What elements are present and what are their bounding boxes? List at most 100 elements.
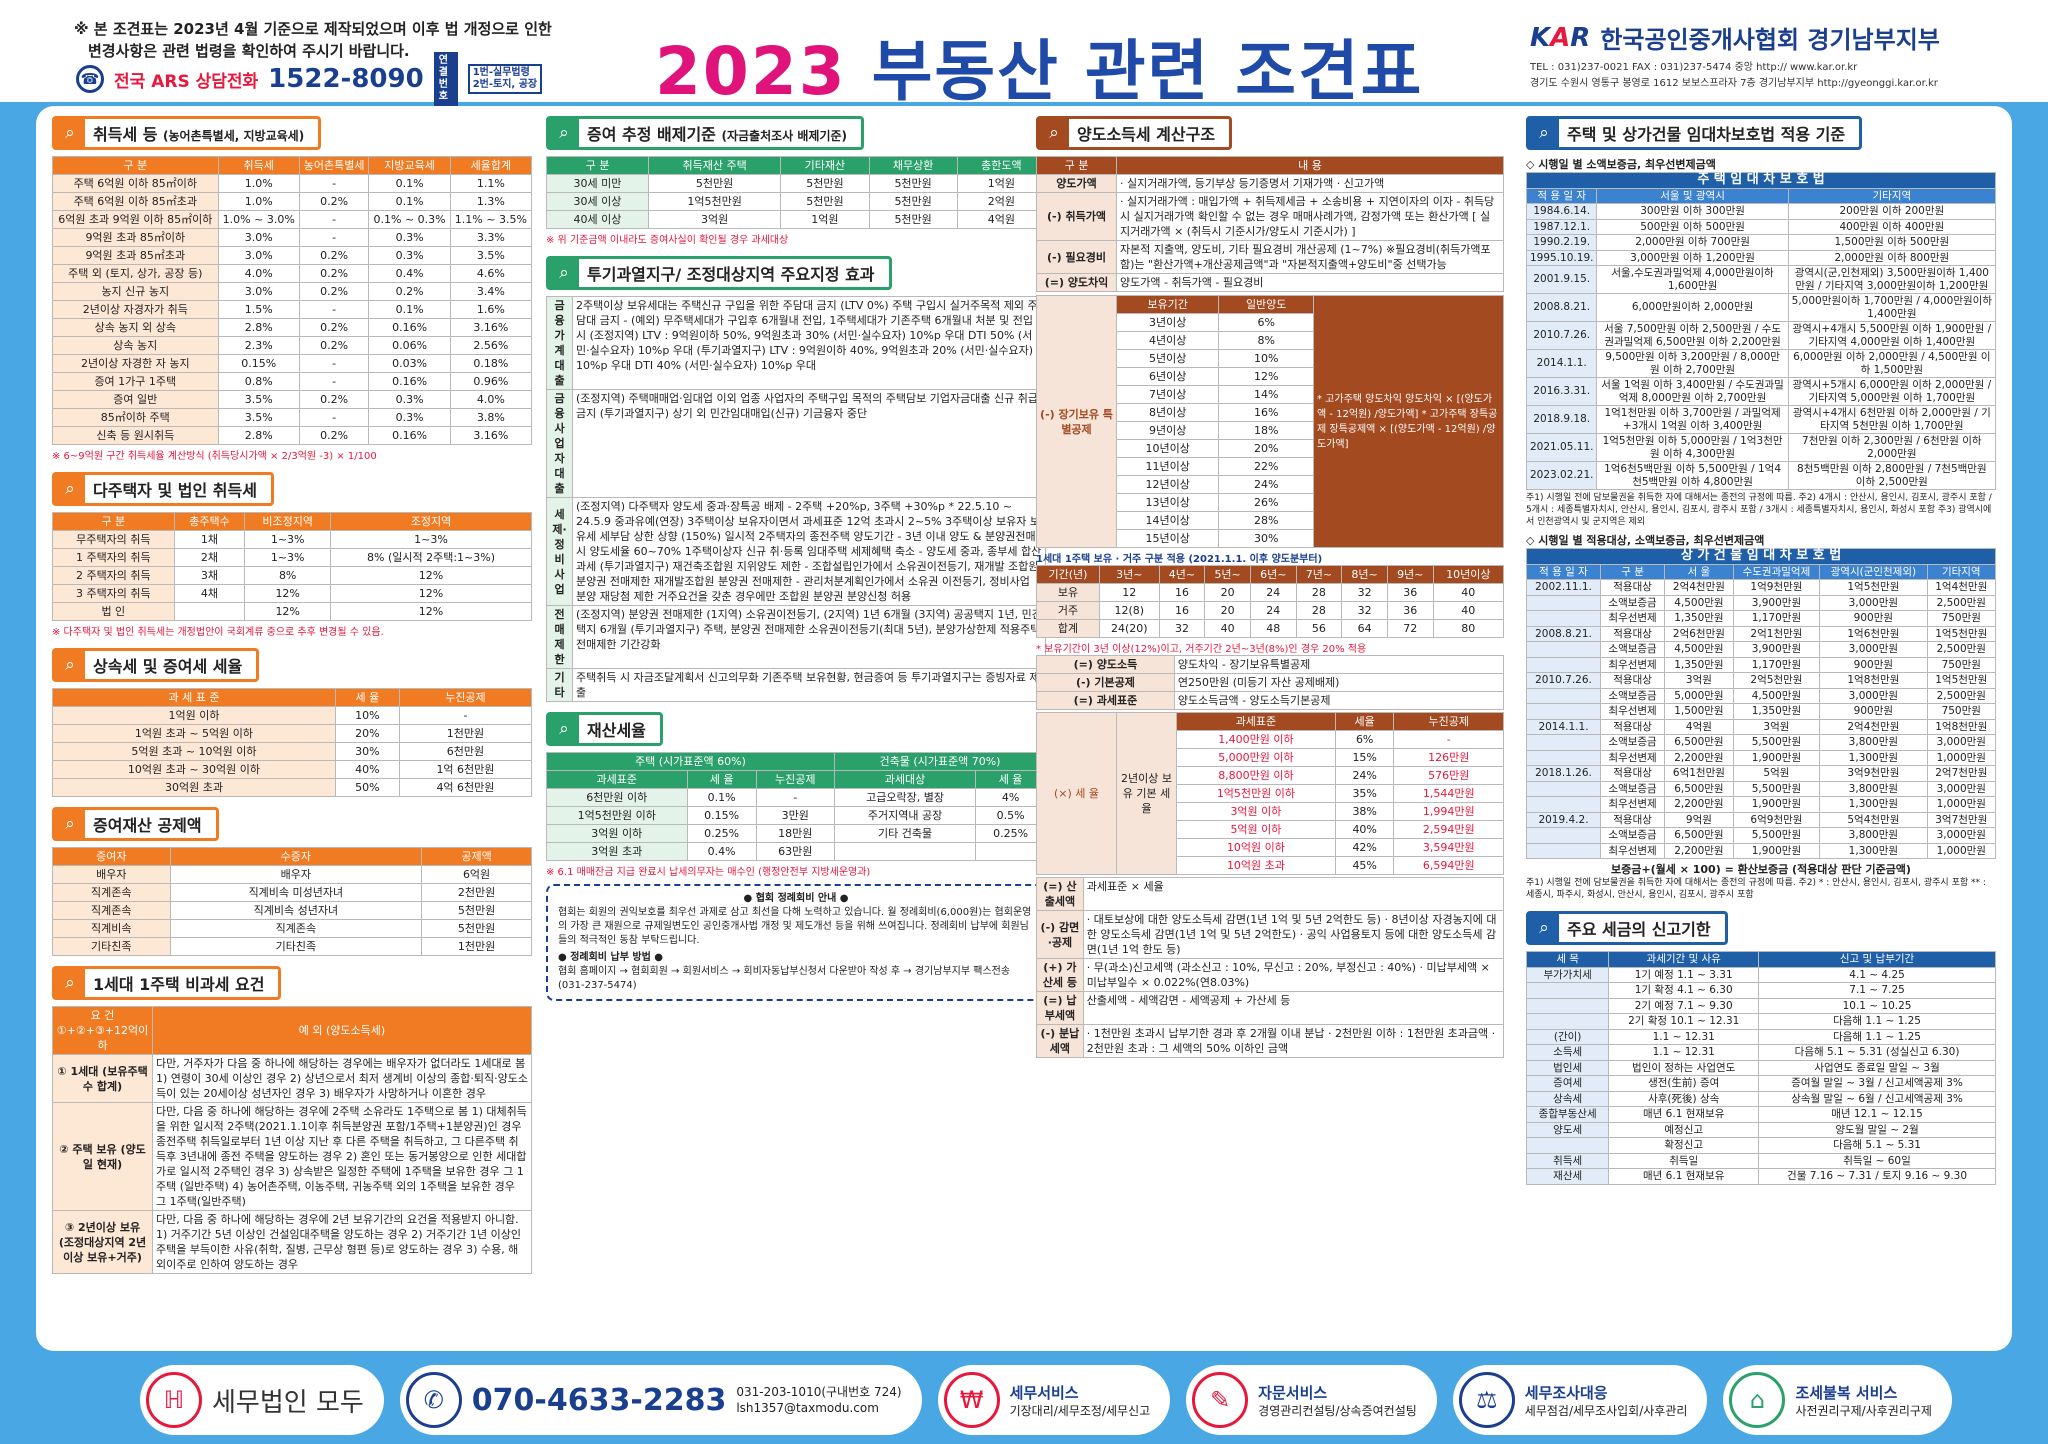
table-row: 5억원 초과 ~ 10억원 이하 30% 6천만원 [52, 742, 533, 761]
col-header: 수증자 [169, 847, 423, 866]
table-cell: 3,900만원 [1732, 594, 1821, 611]
house-lease-table: 주 택 임 대 차 보 호 법 적 용 일 자 서울 및 광역시 기타지역 19… [1525, 172, 1997, 490]
table-cell: 증여세 [1525, 1075, 1610, 1092]
table-row: 상속 농지 외 상속 2.8% 0.2% 0.16% 3.16% [52, 318, 533, 337]
brand-box: ℍ 세무법인 모두 [140, 1365, 384, 1435]
table-cell: 5년~ [1204, 565, 1251, 584]
table-cell: 5천만원 [780, 192, 870, 211]
table-cell: 3억원 초과 [546, 842, 688, 861]
col-header: 구 분 [546, 156, 649, 175]
property-title: 재산세율 [587, 721, 646, 740]
table-cell [1526, 610, 1601, 627]
table-cell: 과세표준 × 세율 [1082, 877, 1505, 911]
acq-note: ※ 6~9억원 구간 취득세율 계산방식 (취득당시가액 × 2/3억원 -3)… [52, 451, 377, 462]
table-cell: 0.15% [686, 806, 757, 825]
table-row: 증여 1가구 1주택 0.8% -0.16% 0.96% [52, 372, 533, 391]
shop-lease-title: 상 가 건 물 임 대 차 보 호 법 [1526, 548, 1996, 565]
table-cell: 50% [334, 778, 400, 797]
acq-title: 취득세 등 [93, 125, 158, 144]
table-cell: 4억원 [956, 210, 1047, 229]
table-cell: 3채 [173, 566, 246, 585]
table-cell: 1억5천만원 이하 [546, 806, 688, 825]
table-cell: 3,900만원 [1732, 641, 1821, 658]
table-cell: 6천만원 [398, 742, 533, 761]
table-cell: 3,000만원 [1926, 780, 1997, 797]
table-cell: 5억원 이하 [1176, 820, 1336, 839]
table-cell: 3,800만원 [1819, 780, 1928, 797]
footer-phone[interactable]: 070-4633-2283 [471, 1382, 727, 1418]
table-cell: 2억4천만원 [1664, 579, 1734, 596]
ars-line: ☎ 전국 ARS 상담전화 1522-8090 연결번호 1번-실무법령 2번-… [76, 52, 543, 106]
table-cell: 5,000만원 이하 [1176, 748, 1336, 767]
table-cell: 12% [244, 602, 332, 621]
table-row: (간이) 1.1 ~ 12.31 다음해 1.1 ~ 1.25 [1525, 1028, 1996, 1045]
table-cell: 최우선변제 [1599, 610, 1666, 627]
table-cell: 6,000만원이하 2,000만원 [1596, 293, 1789, 322]
section-title: ⌕ 다주택자 및 법인 취득세 [52, 472, 274, 506]
footer-email[interactable]: lsh1357@taxmodu.com [736, 1401, 879, 1415]
presume-note: ※ 위 기준금액 이내라도 증여사실이 확인될 경우 과세대상 [546, 235, 789, 246]
footer-tel: 031-203-1010(구내번호 724) [736, 1385, 902, 1399]
table-cell [1526, 687, 1601, 704]
table-cell: 광역시+4개시 5,500만원 이하 1,900만원 / 기타지역 4,000만… [1787, 321, 1997, 350]
table-row: 2010.7.26. 적용대상 3억원 2억5천만원 1억8천만원 1억5천만원 [1526, 672, 1997, 689]
table-cell: 0.2% [368, 282, 451, 301]
table-cell: 1.0% ~ 3.0% [217, 210, 300, 229]
table-cell: 12 [1098, 583, 1160, 602]
table-cell: 2010.7.26. [1525, 321, 1598, 350]
table-row: 2008.8.21. 6,000만원이하 2,000만원 5,000만원이하 1,7… [1525, 293, 1997, 322]
table-cell: 0.16% [368, 372, 451, 391]
table-cell: 2,500만원 [1926, 594, 1997, 611]
table-cell: 35% [1334, 784, 1395, 803]
table-cell: (=) 산출세액 [1036, 877, 1084, 911]
table-cell: 1억원 초과 ~ 5억원 이하 [52, 724, 336, 743]
table-cell: 64 [1341, 619, 1388, 638]
table-cell: 2001.9.15. [1525, 265, 1598, 294]
multi-title: 다주택자 및 법인 취득세 [93, 481, 257, 500]
inheritance-tax-section: ⌕ 상속세 및 증여세 세율 과 세 표 준 세 율 누진공제 1억원 이하 10%… [52, 648, 533, 797]
table-cell [1526, 641, 1601, 658]
table-cell: 2억1천만원 [1732, 625, 1821, 642]
table-cell: 다만, 거주자가 다음 중 하나에 해당하는 경우에는 배우자가 없더라도 1세… [152, 1054, 532, 1103]
tax-service-icon: ₩ [943, 1372, 1000, 1428]
table-row: 5,000만원 이하 15% 126만원 [1037, 748, 1504, 767]
table-cell: 다음해 5.1 ~ 5.31 [1758, 1137, 1996, 1154]
table-row: 2001.9.15. 서울,수도권과밀억제 4,000만원이하 1,600만원 광역… [1525, 265, 1997, 294]
col-header: 기타재산 [780, 156, 870, 175]
table-cell: 3 주택자의 취득 [52, 584, 175, 603]
table-cell: 금융 사업자대출 [546, 389, 573, 498]
inherit-title: 상속세 및 증여세 세율 [93, 657, 243, 676]
table-row: ② 주택 보유 (양도일 현재) 다만, 다음 중 하나에 해당하는 경우에 2주… [52, 1102, 532, 1211]
table-cell: 10.1 ~ 10.25 [1758, 997, 1996, 1014]
table-row: (-) 기본공제 연250만원 (미등기 자산 공제배제) [1036, 673, 1505, 692]
table-cell: 0.96% [449, 372, 533, 391]
table-cell: 보유 [1036, 583, 1100, 602]
column-2: ⌕ 증여 추정 배제기준 (자금출처조사 배제기준) 구 분 취득재산 주택 기타… [546, 116, 1047, 1011]
one-house-label: 1세대 1주택 보유 · 거주 구분 적용 (2021.1.1. 이후 양도분부… [1036, 554, 1323, 565]
table-cell [1526, 796, 1601, 813]
table-cell: (=) 양도차익 [1036, 273, 1117, 292]
col-header: 증여자 [52, 847, 171, 866]
shop-formula: 보증금+(월세 × 100) = 환산보증금 (적용대상 판단 기준금액) [1611, 863, 1911, 876]
table-cell: 1.6% [449, 300, 533, 319]
table-cell: 900만원 [1819, 703, 1928, 720]
table-row: 최우선변제 2,200만원 1,900만원 1,300만원 1,000만원 [1526, 749, 1997, 766]
table-cell: 400만원 이하 400만원 [1787, 218, 1997, 235]
table-cell: 신축 등 원시취득 [52, 426, 219, 445]
table-cell: 2,200만원 [1664, 842, 1734, 859]
table-cell: 0.1% [368, 192, 451, 211]
column-1: ⌕ 취득세 등 (농어촌특별세, 지방교육세) 구 분 취득세 농어촌특별세 지방… [52, 116, 533, 1284]
table-cell: 주택취득 시 자금조달계획서 신고의무화 기존주택 보유현황, 현금증여 등 투… [572, 668, 1046, 702]
ars-option-1: 1번-실무법령 [472, 67, 530, 78]
transfer-structure-table: 구 분 내 용 양도가액 · 실지거래가액, 등기부상 등기증명서 기재가액 · … [1036, 156, 1504, 292]
table-cell: 거주 [1036, 601, 1100, 620]
col-header: 세 목 [1525, 951, 1610, 968]
table-cell: 1987.12.1. [1525, 218, 1598, 235]
table-cell: 양도월 말일 ~ 2월 [1758, 1121, 1996, 1138]
table-cell: 30세 미만 [546, 174, 649, 193]
table-cell: 3.3% [449, 228, 533, 247]
table-cell: 기타지역 [1926, 563, 1997, 580]
table-cell: 1,300만원 [1819, 749, 1928, 766]
one-house-deduction-table: 기간(년) 3년~ 4년~ 5년~ 6년~ 7년~ 8년~ 9년~ 10년이상 보유 12 16 20… [1036, 565, 1505, 638]
table-row: 7년이상 14% [1037, 385, 1504, 404]
